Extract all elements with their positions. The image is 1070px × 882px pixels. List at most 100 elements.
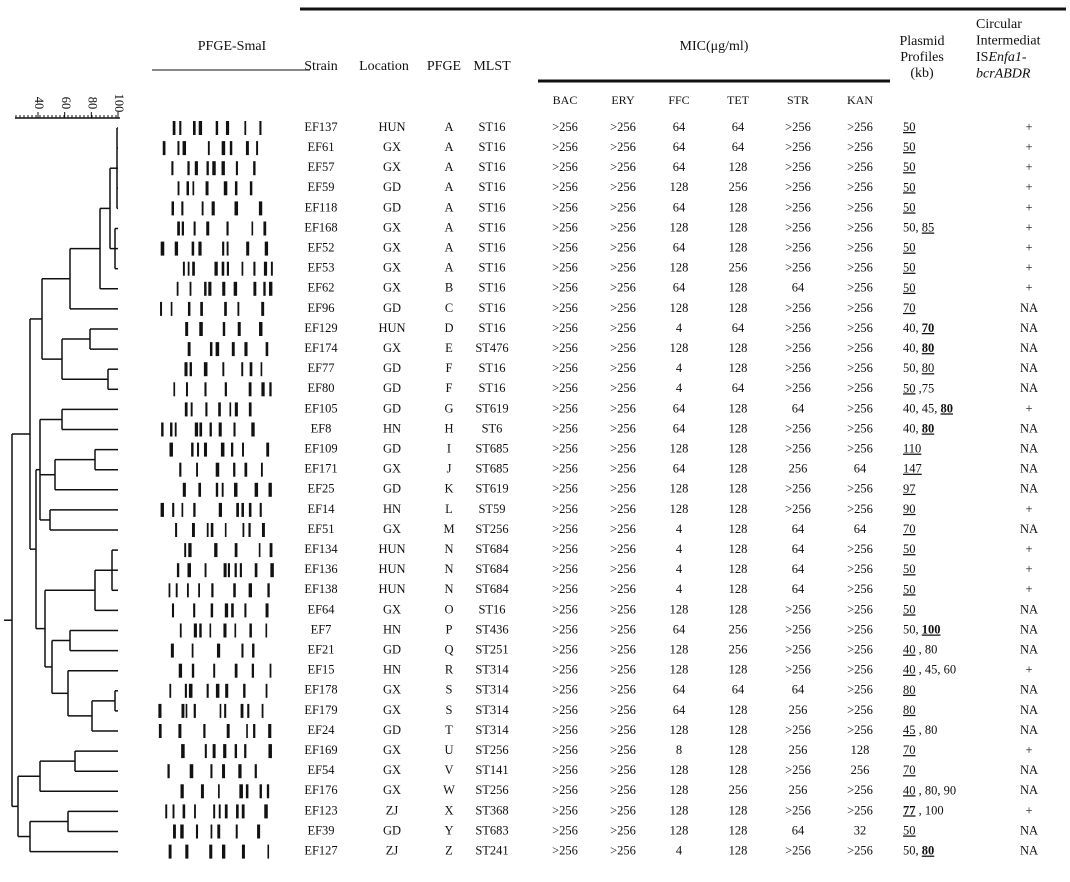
- band: [244, 744, 246, 758]
- cell: 4: [676, 843, 683, 857]
- band: [222, 141, 226, 155]
- plasmid-profile-part: 97: [903, 482, 916, 496]
- cell: 128: [729, 703, 748, 717]
- band: [207, 161, 209, 175]
- band: [203, 724, 205, 738]
- band: [209, 845, 212, 859]
- plasmid-profile-part: , 80, 90: [916, 783, 957, 797]
- band: [242, 845, 245, 859]
- band: [180, 624, 182, 638]
- band: [244, 121, 246, 135]
- circular-intermediate: NA: [1020, 321, 1038, 335]
- cell: >256: [552, 502, 578, 516]
- cell: GD: [383, 401, 401, 415]
- cell: >256: [847, 361, 873, 375]
- band: [243, 684, 245, 698]
- cell: GD: [383, 642, 401, 656]
- circular-intermediate: +: [1025, 200, 1032, 214]
- band: [175, 242, 178, 256]
- cell: >256: [785, 200, 811, 214]
- band: [261, 463, 263, 477]
- cell: HUN: [378, 582, 405, 596]
- scale-label: 80: [85, 97, 99, 110]
- cell: 128: [729, 522, 748, 536]
- plasmid-profile-part: 80: [922, 361, 935, 375]
- cell: >256: [552, 823, 578, 837]
- cell: N: [444, 562, 453, 576]
- cell: >256: [785, 602, 811, 616]
- band: [234, 483, 237, 497]
- cell: >256: [785, 441, 811, 455]
- cell: 128: [729, 803, 748, 817]
- cell: 128: [729, 421, 748, 435]
- band: [172, 503, 174, 517]
- cell: ST16: [478, 261, 505, 275]
- band: [201, 784, 204, 798]
- cell: EF61: [307, 140, 334, 154]
- band: [208, 282, 211, 296]
- cell: M: [443, 522, 454, 536]
- plasmid-profile: 50: [903, 823, 916, 837]
- cell: >256: [552, 743, 578, 757]
- cell: EF53: [307, 261, 334, 275]
- plasmid-profile: 50: [903, 281, 916, 295]
- plasmid-profile: 45 , 80: [903, 723, 937, 737]
- cell: HN: [383, 663, 401, 677]
- plasmid-profile: 50: [903, 602, 916, 616]
- cell: EF123: [304, 803, 337, 817]
- band: [173, 121, 176, 135]
- band: [185, 402, 188, 416]
- band: [177, 141, 179, 155]
- band: [222, 483, 224, 497]
- cell: EF15: [307, 663, 334, 677]
- cell: ST684: [475, 542, 509, 556]
- band: [262, 523, 265, 537]
- header-ci: bcrABDR: [976, 67, 1031, 82]
- cell: EF54: [307, 763, 335, 777]
- cell: GD: [383, 200, 401, 214]
- cell: >256: [552, 200, 578, 214]
- cell: A: [444, 261, 453, 275]
- band: [213, 664, 215, 678]
- band: [235, 543, 238, 557]
- band: [249, 402, 252, 416]
- circular-intermediate: NA: [1020, 622, 1038, 636]
- band: [211, 825, 213, 839]
- circular-intermediate: NA: [1020, 301, 1038, 315]
- cell: >256: [610, 301, 636, 315]
- cell: >256: [552, 542, 578, 556]
- plasmid-profile-part: 70: [903, 743, 916, 757]
- cell: >256: [552, 301, 578, 315]
- cell: A: [444, 200, 453, 214]
- cell: GX: [383, 160, 401, 174]
- band: [204, 362, 208, 376]
- band: [255, 563, 258, 577]
- plasmid-profile-part: 50: [903, 120, 916, 134]
- band: [179, 121, 181, 135]
- cell: >256: [552, 240, 578, 254]
- circular-intermediate: NA: [1020, 602, 1038, 616]
- band: [226, 222, 228, 236]
- cell: 256: [789, 462, 808, 476]
- cell: >256: [610, 823, 636, 837]
- band: [192, 242, 195, 256]
- cell: EF77: [307, 361, 334, 375]
- mic-column-header: ERY: [611, 93, 635, 107]
- cell: 128: [670, 803, 689, 817]
- circular-intermediate: +: [1025, 582, 1032, 596]
- cell: >256: [785, 220, 811, 234]
- band: [269, 282, 272, 296]
- cell: ST16: [478, 602, 505, 616]
- cell: 64: [673, 240, 686, 254]
- band: [217, 644, 220, 658]
- circular-intermediate: +: [1025, 743, 1032, 757]
- band: [259, 201, 262, 215]
- band: [181, 704, 184, 718]
- band: [235, 181, 237, 195]
- cell: ST314: [475, 723, 509, 737]
- band: [246, 141, 249, 155]
- cell: 64: [732, 321, 745, 335]
- band: [248, 523, 250, 537]
- circular-intermediate: NA: [1020, 823, 1038, 837]
- band: [233, 583, 236, 597]
